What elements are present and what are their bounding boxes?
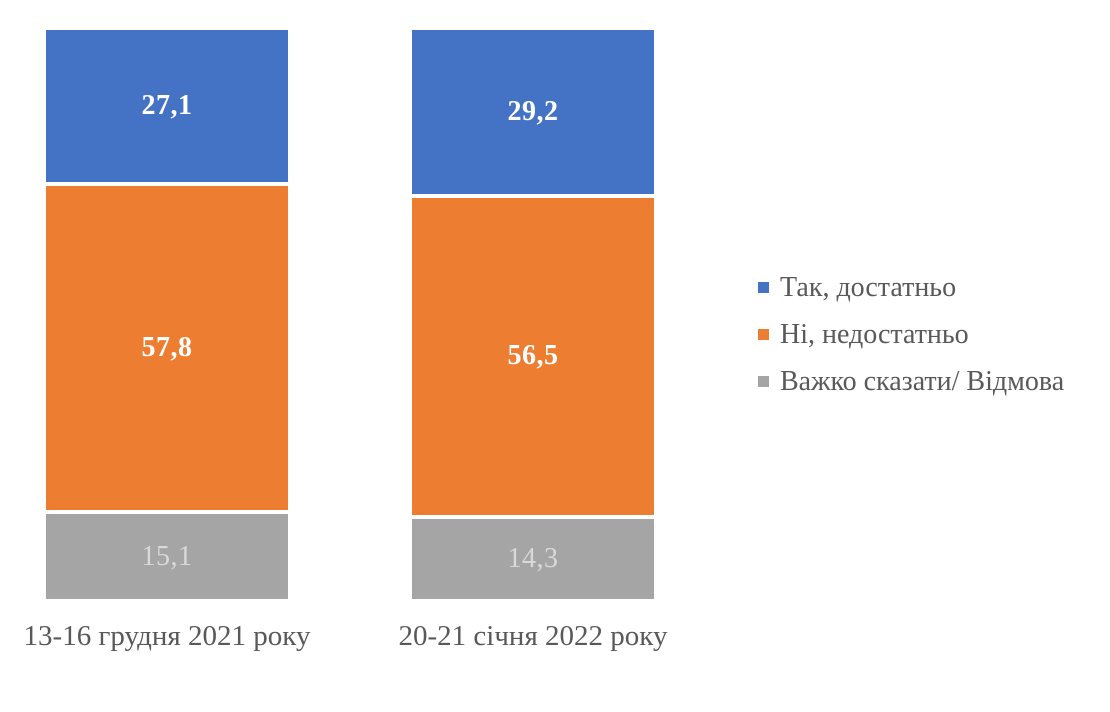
legend-swatch-blue-icon <box>758 282 769 293</box>
data-label: 57,8 <box>141 332 193 364</box>
segment-hard-to-say-2021: 15,1 <box>46 514 288 600</box>
data-label: 15,1 <box>141 540 193 572</box>
bar-column-jan-2022: 29,2 56,5 14,3 <box>412 30 654 599</box>
segment-no-not-enough-2021: 57,8 <box>46 186 288 511</box>
legend-label: Так, достатньо <box>780 271 957 303</box>
legend-item-no-not-enough: Ні, недостатньо <box>758 318 1064 351</box>
segment-yes-enough-2021: 27,1 <box>46 30 288 183</box>
data-label: 56,5 <box>507 340 559 372</box>
category-label-dec-2021: 13-16 грудня 2021 року <box>23 620 311 652</box>
legend-swatch-orange-icon <box>758 329 769 340</box>
legend-item-hard-to-say: Важко сказати/ Відмова <box>758 365 1064 398</box>
legend: Так, достатньо Ні, недостатньо Важко ска… <box>758 271 1064 412</box>
category-label-jan-2022: 20-21 січня 2022 року <box>398 620 668 652</box>
legend-label: Ні, недостатньо <box>780 318 969 350</box>
legend-swatch-gray-icon <box>758 376 769 387</box>
segment-no-not-enough-2022: 56,5 <box>412 197 654 515</box>
data-label: 14,3 <box>507 542 559 574</box>
data-label: 27,1 <box>141 90 193 122</box>
bar-column-dec-2021: 27,1 57,8 15,1 <box>46 30 288 600</box>
data-label: 29,2 <box>507 95 559 127</box>
segment-hard-to-say-2022: 14,3 <box>412 518 654 599</box>
legend-item-yes-enough: Так, достатньо <box>758 271 1064 304</box>
legend-label: Важко сказати/ Відмова <box>780 365 1065 397</box>
segment-yes-enough-2022: 29,2 <box>412 30 654 194</box>
